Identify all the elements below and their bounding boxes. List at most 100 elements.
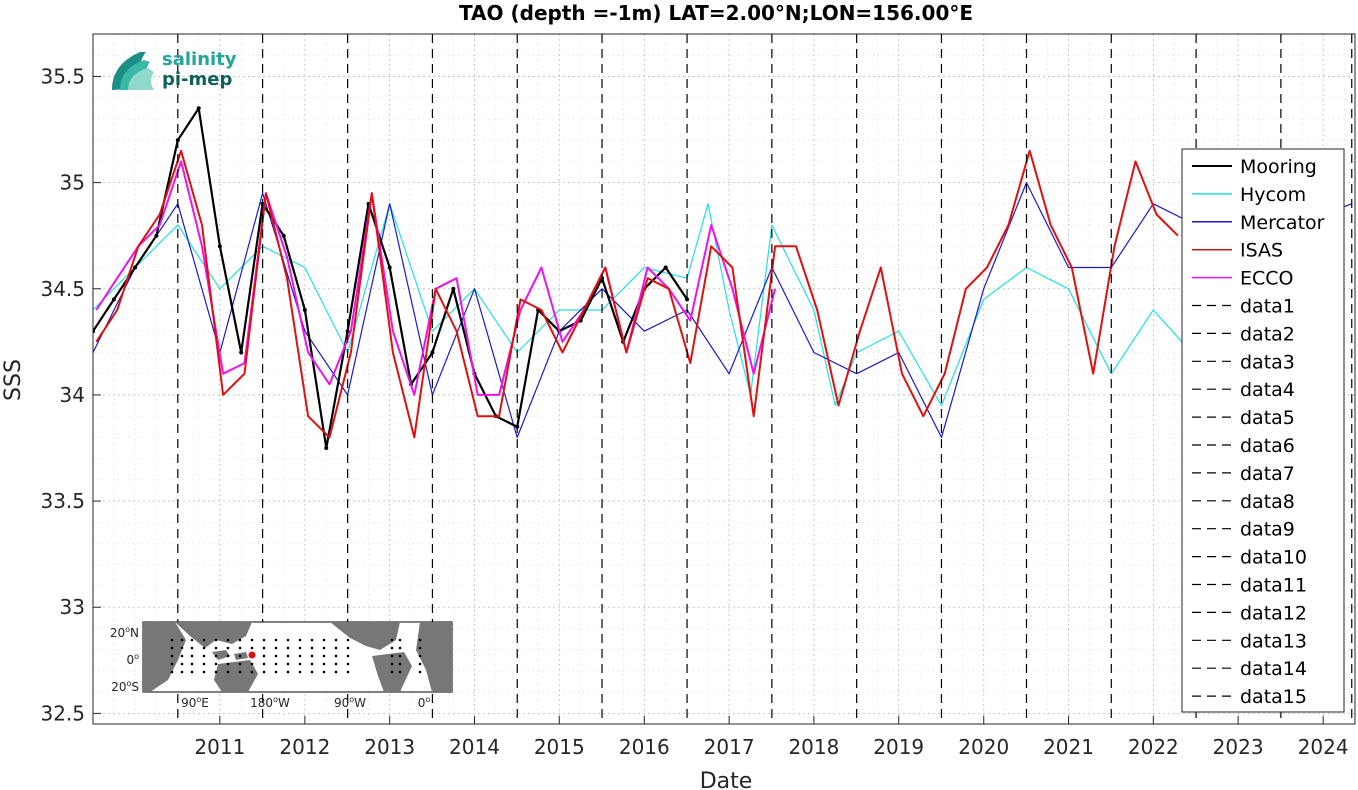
legend-label: data3 <box>1240 351 1295 373</box>
x-tick-label: 2024 <box>1298 735 1349 759</box>
map-dot <box>238 646 242 650</box>
map-dot <box>346 654 350 658</box>
map-dot <box>322 638 326 642</box>
salinity-pimep-logo: salinity pi-mep <box>112 49 237 90</box>
map-dot <box>346 638 350 642</box>
y-tick-label: 33.5 <box>40 489 85 513</box>
map-dot <box>226 646 230 650</box>
map-dot <box>190 646 194 650</box>
map-dot <box>310 662 314 666</box>
map-land-africa <box>143 622 186 692</box>
legend-label: data11 <box>1240 575 1307 597</box>
map-dot <box>202 646 206 650</box>
x-tick-label: 2023 <box>1213 735 1264 759</box>
map-land-maritime <box>212 650 248 660</box>
map-dot <box>202 662 206 666</box>
map-dot <box>262 646 266 650</box>
map-dot <box>334 646 338 650</box>
legend-label: data13 <box>1240 630 1307 652</box>
map-dot <box>334 670 338 674</box>
mooring-point <box>281 233 286 238</box>
chart-title: TAO (depth =-1m) LAT=2.00°N;LON=156.00°E <box>459 1 973 25</box>
series-line-isas <box>95 149 1179 439</box>
map-dot <box>226 638 230 642</box>
map-dot <box>390 654 394 658</box>
x-tick-label: 2014 <box>449 735 500 759</box>
map-dot <box>322 662 326 666</box>
map-dot <box>170 670 174 674</box>
series-line-hycom <box>93 203 1183 407</box>
map-dot <box>390 670 394 674</box>
map-dot <box>346 670 350 674</box>
map-dot <box>390 662 394 666</box>
map-dot <box>286 662 290 666</box>
y-tick-label: 34.5 <box>40 277 85 301</box>
map-land-africa-west <box>416 622 452 692</box>
legend-box <box>1181 148 1345 713</box>
x-tick-label: 2020 <box>958 735 1009 759</box>
x-tick-label: 2019 <box>873 735 924 759</box>
map-dot <box>418 646 422 650</box>
mooring-point <box>324 446 329 450</box>
map-dot <box>250 662 254 666</box>
x-tick-label: 2017 <box>704 735 755 759</box>
map-dot <box>310 670 314 674</box>
map-dot <box>180 638 184 642</box>
x-tick-label: 2022 <box>1128 735 1179 759</box>
map-dot <box>190 670 194 674</box>
map-land-asia <box>175 622 252 648</box>
map-lon-label-180w: 180oW <box>250 695 290 710</box>
x-ticks: 2011 2012 2013 2014 2015 2016 2017 2018 2019 2020… <box>194 716 1349 759</box>
map-dot <box>214 670 218 674</box>
x-tick-label: 2016 <box>619 735 670 759</box>
map-dot <box>298 662 302 666</box>
map-dot <box>238 662 242 666</box>
legend-label: data8 <box>1240 491 1295 513</box>
mooring-point <box>239 350 244 355</box>
map-dot <box>190 654 194 658</box>
mooring-point <box>451 286 456 291</box>
mooring-location-marker <box>248 651 256 659</box>
plot-area <box>93 34 1355 724</box>
series-layer <box>93 106 1352 450</box>
map-dot <box>262 638 266 642</box>
x-axis-label: Date <box>700 769 753 790</box>
map-dot <box>418 670 422 674</box>
map-dot <box>262 662 266 666</box>
legend-label: data5 <box>1240 407 1295 429</box>
y-ticks: 32.5 33 33.5 34 34.5 35 35.5 <box>40 64 101 725</box>
map-dot <box>298 654 302 658</box>
mooring-point <box>111 297 116 302</box>
plot-frame <box>92 33 1356 725</box>
map-dot <box>334 654 338 658</box>
map-lon-label-90w: 90oW <box>334 695 366 710</box>
map-dot <box>238 638 242 642</box>
map-dot <box>398 654 402 658</box>
map-dot <box>202 670 206 674</box>
y-tick-label: 35.5 <box>40 64 85 88</box>
map-dot <box>322 670 326 674</box>
map-dot <box>334 662 338 666</box>
map-dot <box>170 654 174 658</box>
map-dot <box>262 670 266 674</box>
legend-label: data1 <box>1240 296 1295 318</box>
major-grid <box>93 34 1355 724</box>
map-dot <box>310 654 314 658</box>
logo-line1: salinity <box>162 49 237 70</box>
legend-label: data12 <box>1240 602 1307 624</box>
mooring-point <box>345 329 350 334</box>
map-dot <box>398 638 402 642</box>
map-dot <box>238 670 242 674</box>
mooring-point <box>663 265 668 270</box>
legend-label: data4 <box>1240 379 1295 401</box>
mooring-network-dots <box>170 638 422 674</box>
legend-label: Hycom <box>1240 184 1306 206</box>
legend-label: Mooring <box>1240 156 1317 178</box>
map-dot <box>274 638 278 642</box>
x-tick-label: 2013 <box>364 735 415 759</box>
map-dot <box>298 638 302 642</box>
map-dot <box>180 646 184 650</box>
map-dot <box>238 654 242 658</box>
logo-line2: pi-mep <box>162 69 232 90</box>
